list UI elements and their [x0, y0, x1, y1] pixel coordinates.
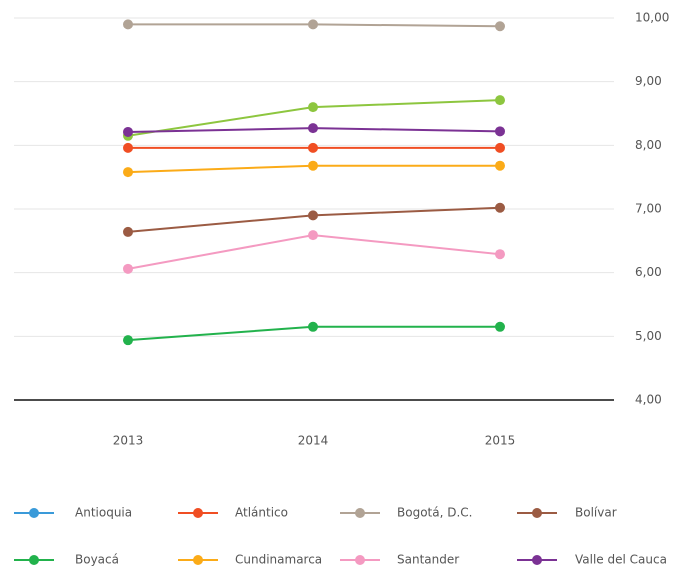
point	[123, 226, 133, 237]
point	[308, 102, 318, 113]
legend-label: Bogotá, D.C.	[397, 506, 472, 520]
legend-label: Santander	[397, 553, 459, 567]
legend-label: Atlántico	[235, 506, 288, 520]
point	[308, 19, 318, 30]
point	[123, 263, 133, 274]
series-line	[127, 234, 501, 270]
legend-marker	[193, 508, 203, 518]
legend-marker	[29, 555, 39, 565]
point	[495, 95, 505, 106]
y-tick-label: 10,00	[635, 11, 669, 25]
legend-marker	[193, 555, 203, 565]
legend-marker	[355, 555, 365, 565]
legend-label: Bolívar	[575, 506, 617, 520]
y-tick-label: 9,00	[635, 74, 662, 88]
legend-label: Boyacá	[75, 553, 119, 567]
x-tick-label: 2014	[298, 434, 329, 448]
point	[495, 202, 505, 213]
y-tick-label: 4,00	[635, 393, 662, 407]
point	[308, 123, 318, 134]
legend-label: Valle del Cauca	[575, 553, 667, 567]
x-tick-label: 2013	[113, 434, 144, 448]
point	[308, 321, 318, 332]
point	[308, 230, 318, 241]
point	[495, 160, 505, 171]
point	[308, 142, 318, 153]
y-tick-label: 7,00	[635, 202, 662, 216]
point	[308, 160, 318, 171]
legend-marker	[29, 508, 39, 518]
point	[495, 142, 505, 153]
point	[123, 126, 133, 137]
legend-marker	[355, 508, 365, 518]
legend-label: Antioquia	[75, 506, 132, 520]
x-tick-label: 2015	[485, 434, 516, 448]
point	[495, 249, 505, 260]
point	[123, 19, 133, 30]
y-tick-label: 5,00	[635, 329, 662, 343]
point	[308, 210, 318, 221]
point	[495, 321, 505, 332]
legend-marker	[532, 508, 542, 518]
legend-marker	[532, 555, 542, 565]
y-tick-label: 6,00	[635, 265, 662, 279]
legend-label: Cundinamarca	[235, 553, 322, 567]
point	[123, 142, 133, 153]
point	[495, 21, 505, 32]
point	[123, 167, 133, 178]
point	[495, 126, 505, 137]
point	[123, 335, 133, 346]
y-tick-label: 8,00	[635, 138, 662, 152]
